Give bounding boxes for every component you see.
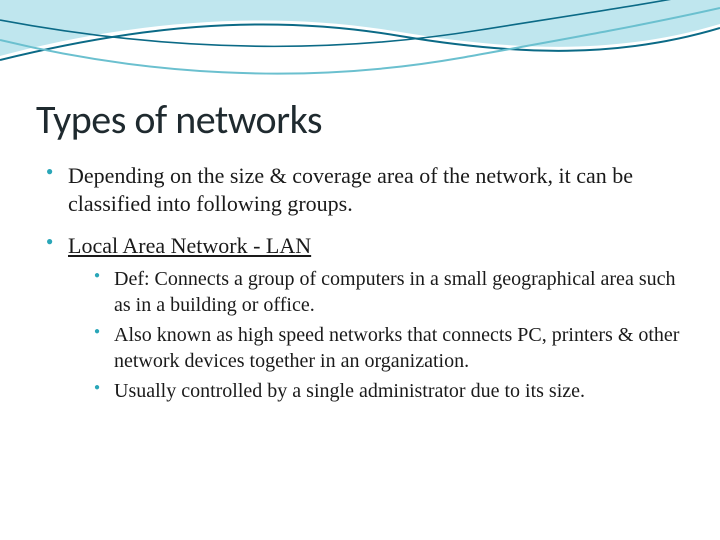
bullet-text: Local Area Network - LAN — [68, 233, 311, 258]
sub-bullet-text: Usually controlled by a single administr… — [114, 380, 585, 402]
sub-bullet-item: Usually controlled by a single administr… — [94, 378, 684, 404]
bullet-list: Depending on the size & coverage area of… — [36, 162, 684, 404]
bullet-text: Depending on the size & coverage area of… — [68, 163, 633, 216]
slide: Types of networks Depending on the size … — [0, 0, 720, 540]
sub-bullet-item: Also known as high speed networks that c… — [94, 322, 684, 374]
bullet-item: Local Area Network - LAN Def: Connects a … — [44, 232, 684, 404]
sub-bullet-item: Def: Connects a group of computers in a … — [94, 266, 684, 318]
bullet-item: Depending on the size & coverage area of… — [44, 162, 684, 218]
sub-bullet-text: Also known as high speed networks that c… — [114, 324, 679, 372]
sub-bullet-list: Def: Connects a group of computers in a … — [68, 266, 684, 404]
sub-bullet-text: Def: Connects a group of computers in a … — [114, 268, 675, 316]
slide-title: Types of networks — [36, 95, 684, 144]
